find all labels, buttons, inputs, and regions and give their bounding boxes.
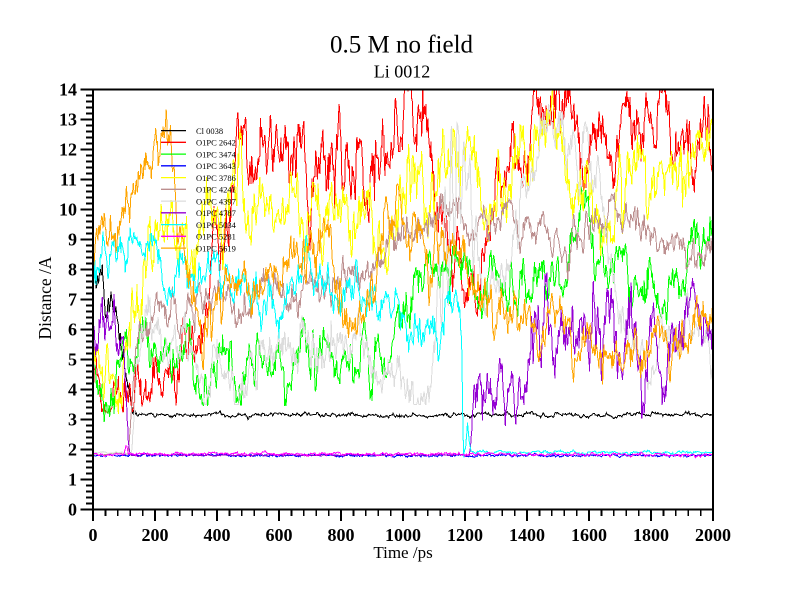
svg-text:O1PC 2642: O1PC 2642 (196, 138, 236, 148)
svg-text:O1PC 4397: O1PC 4397 (196, 196, 236, 206)
svg-text:0.5 M no field: 0.5 M no field (330, 32, 474, 59)
svg-text:O1PC 5619: O1PC 5619 (196, 243, 236, 253)
svg-text:Cl 0038: Cl 0038 (196, 126, 223, 136)
svg-text:8: 8 (68, 260, 77, 280)
svg-text:600: 600 (266, 525, 293, 545)
svg-text:1200: 1200 (447, 525, 483, 545)
svg-text:O1PC 3643: O1PC 3643 (196, 161, 236, 171)
svg-text:O1PC 4787: O1PC 4787 (196, 208, 236, 218)
svg-text:14: 14 (59, 80, 77, 100)
svg-text:6: 6 (68, 320, 77, 340)
svg-text:200: 200 (142, 525, 169, 545)
svg-text:O1PC 5281: O1PC 5281 (196, 232, 236, 242)
svg-text:7: 7 (68, 290, 77, 310)
svg-text:1: 1 (68, 470, 77, 490)
svg-text:0: 0 (68, 500, 77, 520)
svg-text:3: 3 (68, 410, 77, 430)
svg-text:1400: 1400 (509, 525, 545, 545)
svg-text:5: 5 (68, 350, 77, 370)
svg-text:0: 0 (89, 525, 98, 545)
svg-text:O1PC 3786: O1PC 3786 (196, 173, 236, 183)
svg-text:10: 10 (59, 200, 77, 220)
svg-text:Time /ps: Time /ps (373, 543, 432, 562)
svg-text:1800: 1800 (633, 525, 669, 545)
svg-text:1600: 1600 (571, 525, 607, 545)
svg-text:11: 11 (60, 170, 77, 190)
svg-text:2000: 2000 (695, 525, 731, 545)
svg-text:O1PC 5034: O1PC 5034 (196, 220, 237, 230)
svg-text:400: 400 (204, 525, 231, 545)
svg-text:2: 2 (68, 440, 77, 460)
svg-text:9: 9 (68, 230, 77, 250)
svg-text:12: 12 (59, 140, 77, 160)
svg-text:1000: 1000 (385, 525, 421, 545)
svg-text:800: 800 (328, 525, 355, 545)
svg-text:13: 13 (59, 110, 77, 130)
svg-text:O1PC 4241: O1PC 4241 (196, 185, 236, 195)
svg-text:Distance /A: Distance /A (35, 256, 55, 339)
svg-text:O1PC 3474: O1PC 3474 (196, 149, 237, 159)
svg-text:4: 4 (68, 380, 77, 400)
svg-text:Li 0012: Li 0012 (374, 62, 431, 82)
